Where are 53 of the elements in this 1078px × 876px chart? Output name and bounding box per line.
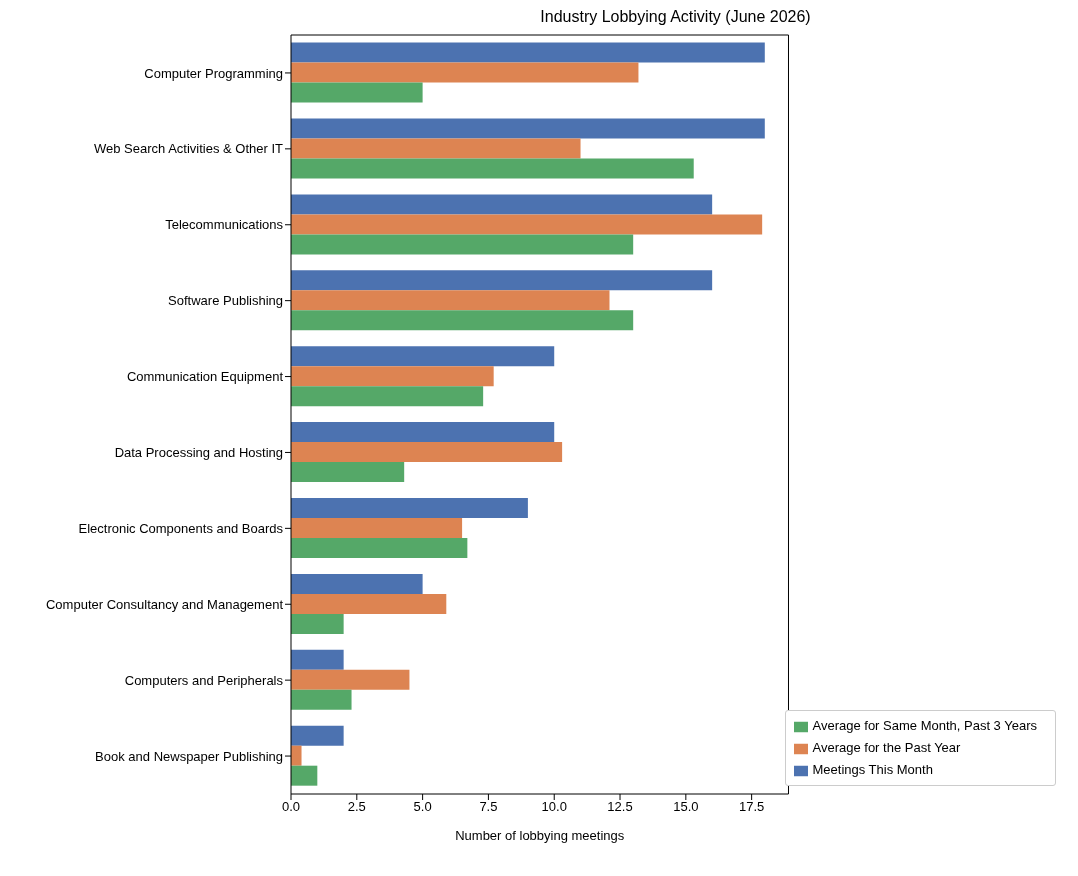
bar [291,725,344,746]
bar [291,158,694,179]
bar [291,745,302,766]
bar [291,270,713,291]
bar [291,138,581,159]
bar [291,290,610,311]
x-tick-label: 17.5 [738,799,765,815]
x-tick-label: 0.0 [281,799,301,815]
x-tick-label: 15.0 [673,799,699,815]
bar [291,310,634,331]
bar [291,62,639,83]
bar [291,366,494,387]
bar [291,422,555,443]
y-tick-label: Computer Consultancy and Management [45,596,284,612]
bar [291,689,352,710]
bar [291,234,634,255]
legend-label: Meetings This Month [812,762,933,777]
bar [291,82,423,103]
bar [291,386,484,407]
bar [291,613,344,634]
y-tick-label: Computer Programming [144,65,283,81]
legend-label: Average for the Past Year [812,740,961,755]
bar [291,346,555,367]
y-tick-label: Electronic Components and Boards [78,520,284,536]
x-tick-label: 5.0 [413,799,432,815]
bar [291,649,344,670]
y-tick-label: Computers and Peripherals [124,672,284,688]
x-tick-label: 2.5 [347,799,366,815]
y-tick-label: Data Processing and Hosting [114,445,283,461]
y-tick-label: Book and Newspaper Publishing [95,748,283,764]
bar [291,573,423,594]
legend-label: Average for Same Month, Past 3 Years [812,718,1037,733]
y-tick-label: Web Search Activities & Other IT [93,141,284,157]
bar [291,214,763,235]
bar [291,593,447,614]
x-tick-label: 10.0 [541,799,567,815]
x-axis-title: Number of lobbying meetings [455,828,625,843]
bar [291,497,528,518]
bar [291,765,318,786]
y-tick-label: Software Publishing [168,293,283,309]
bar [291,194,713,215]
bar [291,537,468,558]
bar [291,42,765,63]
x-tick-label: 12.5 [607,799,633,815]
bar [291,442,563,463]
bar [291,669,410,690]
bar [291,517,463,538]
bar [291,118,765,139]
bar [291,462,405,483]
chart-title: Industry Lobbying Activity (June 2026) [539,8,812,27]
y-tick-label: Telecommunications [165,217,284,233]
x-tick-label: 7.5 [479,799,498,815]
y-tick-label: Communication Equipment [126,369,284,385]
